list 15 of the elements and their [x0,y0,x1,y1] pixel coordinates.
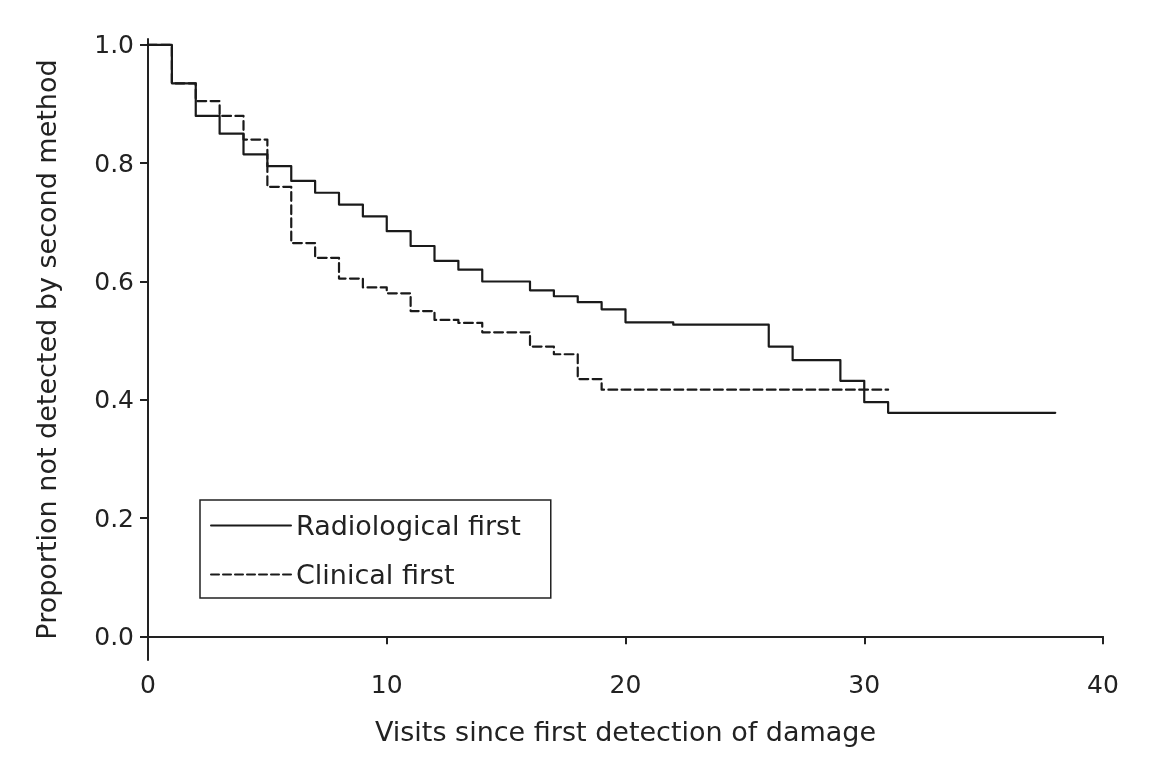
x-tick-label: 10 [370,670,403,699]
y-tick-label: 0.6 [94,266,134,296]
y-tick-label: 0.8 [94,148,134,178]
x-tick-label: 40 [1087,670,1119,699]
y-tick-label: 0.0 [94,621,134,651]
y-tick-label: 0.4 [94,385,134,415]
legend-label: Clinical first [296,559,455,590]
x-tick-label: 0 [140,670,156,699]
y-tick-label: 0.2 [94,503,134,533]
y-axis-title: Proportion not detected by second method [31,59,62,640]
y-tick-label: 1.0 [94,30,134,60]
x-axis-title: Visits since first detection of damage [374,716,877,747]
legend-label: Radiological first [296,510,521,541]
x-tick-label: 20 [609,670,642,699]
x-tick-label: 30 [848,670,881,699]
